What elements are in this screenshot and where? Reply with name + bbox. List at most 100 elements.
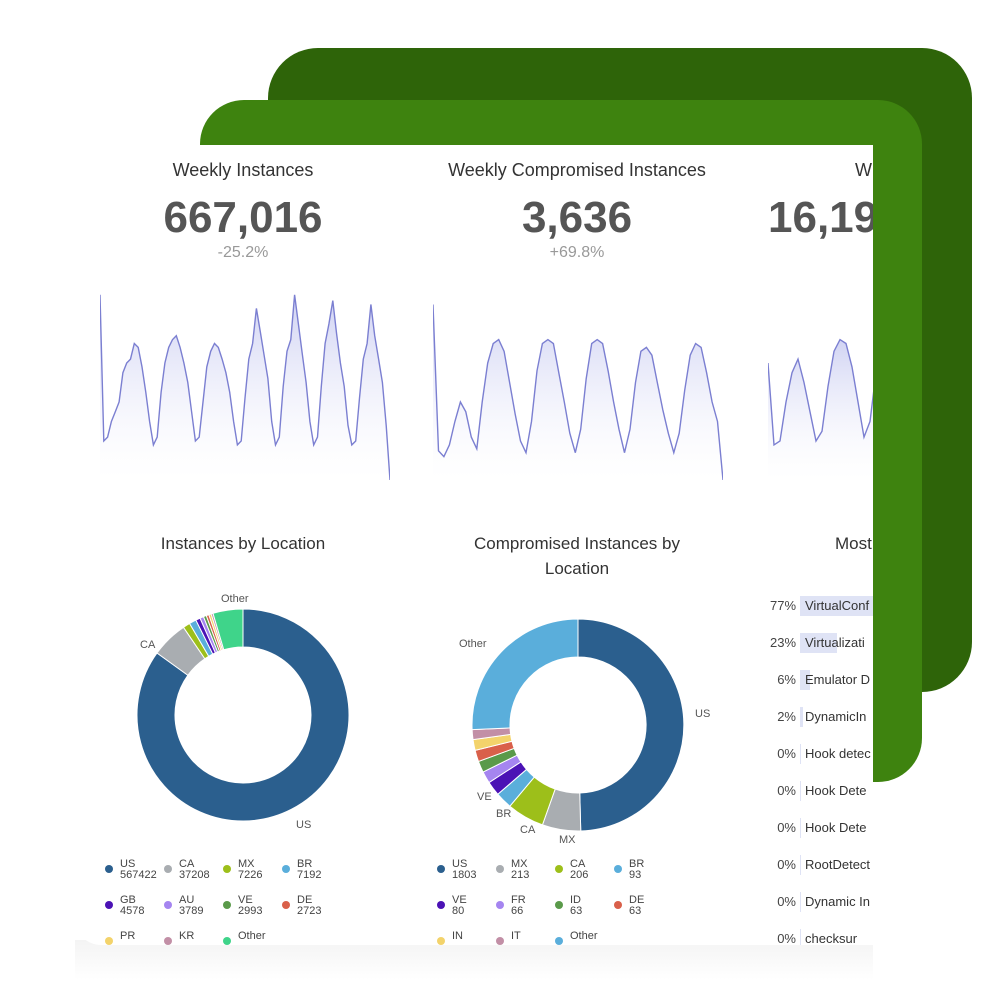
legend-item-id[interactable]: ID 63 <box>555 894 615 920</box>
legend-swatch <box>437 901 445 909</box>
detection-label: Hook Dete <box>805 820 867 835</box>
legend-item-br[interactable]: BR 7192 <box>282 858 342 884</box>
legend-item-other[interactable]: Other <box>555 930 615 945</box>
legend-swatch <box>555 937 563 945</box>
legend-swatch <box>555 865 563 873</box>
kpi-title-third: W <box>855 160 872 180</box>
legend-item-kr[interactable]: KR <box>164 930 224 945</box>
legend-swatch <box>614 901 622 909</box>
legend-item-us[interactable]: US 1803 <box>437 858 497 884</box>
legend-swatch <box>105 865 113 873</box>
detection-bar <box>800 929 801 945</box>
legend-item-other[interactable]: Other <box>223 930 283 945</box>
donut-slice[interactable] <box>212 608 244 651</box>
detection-percent: 2% <box>777 709 796 724</box>
kpi-change-weekly-compromised: +69.8% <box>549 244 605 261</box>
sparkline-area <box>100 294 390 480</box>
legend-item-in[interactable]: IN <box>437 930 497 945</box>
legend-swatch <box>614 865 622 873</box>
legend-code: US <box>120 858 136 870</box>
legend-count: 206 <box>570 869 589 881</box>
detection-row[interactable]: 0% Dynamic In <box>770 892 873 912</box>
legend-swatch <box>496 901 504 909</box>
detection-label: Emulator D <box>805 672 871 687</box>
donut-compromised-by-location: Other US VE BR CA MX <box>459 618 710 846</box>
legend-item-it[interactable]: IT <box>496 930 556 945</box>
legend-swatch <box>555 901 563 909</box>
detection-row[interactable]: 0% Hook Dete <box>770 818 873 838</box>
legend-code: ID <box>570 894 581 906</box>
legend-code: FR <box>511 894 526 906</box>
detection-label: Hook Dete <box>805 783 867 798</box>
legend-swatch <box>164 937 172 945</box>
kpi-title-weekly-compromised: Weekly Compromised Instances <box>448 160 706 180</box>
legend-item-pr[interactable]: PR <box>105 930 165 945</box>
legend-code: MX <box>238 858 255 870</box>
legend-code: US <box>452 858 468 870</box>
detection-label: DynamicIn <box>805 709 867 724</box>
detection-bar <box>800 744 801 764</box>
legend-count: 2993 <box>238 905 263 917</box>
legend-code: Other <box>570 930 598 942</box>
legend-item-us[interactable]: US 567422 <box>105 858 165 884</box>
legend-item-gb[interactable]: GB 4578 <box>105 894 165 920</box>
detection-row[interactable]: 23% Virtualizati <box>770 633 873 653</box>
legend-item-mx[interactable]: MX 213 <box>496 858 556 884</box>
sparkline-area <box>768 339 873 480</box>
kpi-value-weekly-instances: 667,016 <box>163 193 323 242</box>
legend-item-ve[interactable]: VE 80 <box>437 894 497 920</box>
legend-count: 63 <box>629 905 642 917</box>
dashboard-card: Weekly Instances 667,016 -25.2% Weekly C… <box>75 145 873 945</box>
legend-code: DE <box>629 894 645 906</box>
donut-label-other: Other <box>221 593 249 605</box>
kpi-value-third: 16,19 <box>768 193 873 242</box>
detection-percent: 77% <box>770 598 797 613</box>
detection-row[interactable]: 2% DynamicIn <box>770 707 873 727</box>
detection-bar <box>800 596 873 616</box>
card-reflection <box>75 940 873 980</box>
donut-slice[interactable] <box>136 608 350 822</box>
section-title-instances-by-location: Instances by Location <box>160 534 326 553</box>
section-title-compromised-by-location: Compromised Instances by Location <box>417 531 737 581</box>
sparkline-weekly-compromised <box>433 304 723 480</box>
legend-swatch <box>223 865 231 873</box>
kpi-value-weekly-compromised: 3,636 <box>521 193 633 242</box>
sparkline-area <box>433 304 723 480</box>
detection-label: Dynamic In <box>805 894 871 909</box>
legend-item-de[interactable]: DE 63 <box>614 894 674 920</box>
legend-swatch <box>164 865 172 873</box>
donut-slice[interactable] <box>577 618 685 832</box>
detection-percent: 0% <box>777 783 796 798</box>
detections-list: 77% VirtualConf 23% Virtualizati 6% Emulator … <box>770 596 873 945</box>
legend-item-mx[interactable]: MX 7226 <box>223 858 283 884</box>
donut-label-mx: MX <box>559 834 576 846</box>
detection-row[interactable]: 6% Emulator D <box>770 670 873 690</box>
detection-row[interactable]: 0% Hook Dete <box>770 781 873 801</box>
donut-slice[interactable] <box>471 618 579 731</box>
legend-code: BR <box>297 858 313 870</box>
legend-item-ca[interactable]: CA 206 <box>555 858 615 884</box>
legend-code: AU <box>179 894 195 906</box>
legend-code: CA <box>179 858 195 870</box>
detection-row[interactable]: 0% RootDetect <box>770 855 873 875</box>
donut-label-br: BR <box>496 808 511 820</box>
legend-item-br[interactable]: BR 93 <box>614 858 674 884</box>
detection-row[interactable]: 0% checksur <box>770 929 873 945</box>
donut-label-ca: CA <box>520 824 536 836</box>
legend-item-au[interactable]: AU 3789 <box>164 894 224 920</box>
legend-swatch <box>496 937 504 945</box>
legend-item-ve[interactable]: VE 2993 <box>223 894 283 920</box>
legend-swatch <box>282 865 290 873</box>
sparkline-line <box>433 304 723 480</box>
legend-code: GB <box>120 894 136 906</box>
detection-row[interactable]: 0% Hook detec <box>770 744 873 764</box>
legend-item-de[interactable]: DE 2723 <box>282 894 342 920</box>
detection-label: checksur <box>805 931 858 945</box>
legend-item-ca[interactable]: CA 37208 <box>164 858 224 884</box>
legend-count: 4578 <box>120 905 145 917</box>
legend-count: 66 <box>511 905 524 917</box>
detection-label: Virtualizati <box>805 635 865 650</box>
detection-row[interactable]: 77% VirtualConf <box>770 596 873 616</box>
legend-item-fr[interactable]: FR 66 <box>496 894 556 920</box>
legend-code: DE <box>297 894 313 906</box>
